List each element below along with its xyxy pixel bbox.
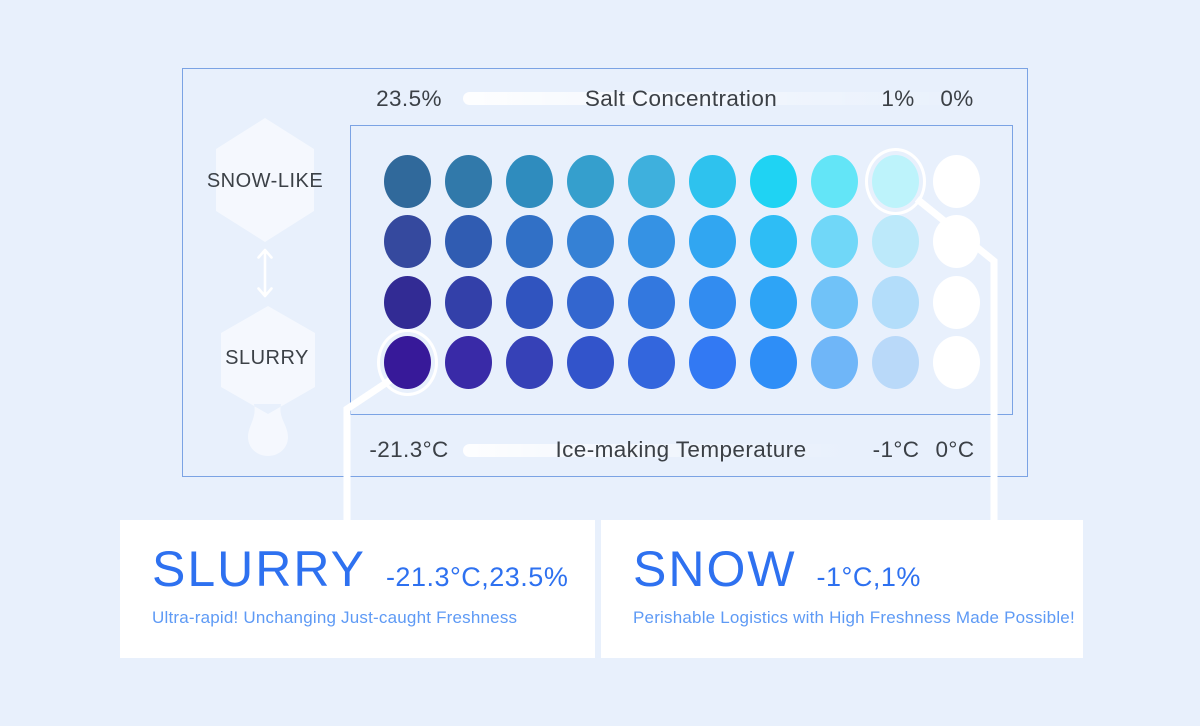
grid-dot-r4c7	[750, 336, 797, 389]
grid-dot-r3c5	[628, 276, 675, 329]
slurry-card-title: SLURRY	[152, 541, 366, 597]
melting-hexagon-icon	[221, 306, 315, 456]
grid-dot-r2c6	[689, 215, 736, 268]
grid-dot-r1c8	[811, 155, 858, 208]
grid-dot-r3c2	[445, 276, 492, 329]
slurry-card: SLURRY -21.3°C,23.5% Ultra-rapid! Unchan…	[120, 520, 595, 658]
salt-tick-low: 23.5%	[376, 86, 442, 111]
slurry-card-description: Ultra-rapid! Unchanging Just-caught Fres…	[152, 608, 518, 627]
grid-dot-r2c8	[811, 215, 858, 268]
grid-dot-r1c5	[628, 155, 675, 208]
grid-frame	[350, 125, 1013, 415]
snow-like-hexagon-icon	[216, 118, 314, 242]
temp-tick-low: -21.3°C	[369, 437, 449, 462]
salt-tick-high: 0%	[940, 86, 974, 111]
grid-dot-r3c3	[506, 276, 553, 329]
grid-dot-r3c1	[384, 276, 431, 329]
grid-dot-r4c10	[933, 336, 980, 389]
grid-dot-r2c4	[567, 215, 614, 268]
grid-dot-r2c1	[384, 215, 431, 268]
grid-dot-r2c7	[750, 215, 797, 268]
grid-dot-r1c3	[506, 155, 553, 208]
grid-dot-r2c2	[445, 215, 492, 268]
temp-axis-band	[463, 444, 863, 457]
slurry-connector-line	[343, 376, 394, 523]
temp-axis-title: Ice-making Temperature	[555, 437, 807, 462]
grid-dot-r3c7	[750, 276, 797, 329]
grid-dot-r1c2	[445, 155, 492, 208]
salt-axis-title: Salt Concentration	[584, 86, 778, 111]
grid-dot-r1c6	[689, 155, 736, 208]
snow-card-description: Perishable Logistics with High Freshness…	[633, 608, 1075, 627]
grid-dot-r4c6	[689, 336, 736, 389]
grid-dot-r1c7	[750, 155, 797, 208]
grid-dot-r2c10	[933, 215, 980, 268]
grid-dot-r4c8	[811, 336, 858, 389]
grid-dot-r1c1	[384, 155, 431, 208]
grid-dot-r3c6	[689, 276, 736, 329]
salt-axis-band	[463, 92, 1008, 105]
outer-frame	[182, 68, 1028, 477]
grid-dot-r3c9	[872, 276, 919, 329]
grid-dot-r2c3	[506, 215, 553, 268]
grid-dot-r4c2	[445, 336, 492, 389]
grid-dot-r4c4	[567, 336, 614, 389]
snow-like-row-label: SNOW-LIKE	[206, 170, 324, 192]
salt-tick-mid: 1%	[881, 86, 915, 111]
highlight-ring-snow	[865, 148, 926, 215]
slurry-row-label: SLURRY	[225, 347, 309, 369]
grid-dot-r3c4	[567, 276, 614, 329]
grid-dot-r1c10	[933, 155, 980, 208]
grid-dot-r1c4	[567, 155, 614, 208]
temp-tick-high: 0°C	[935, 437, 975, 462]
grid-dot-r3c8	[811, 276, 858, 329]
grid-dot-r4c9	[872, 336, 919, 389]
temp-tick-mid: -1°C	[872, 437, 920, 462]
updown-arrow-icon	[257, 248, 273, 298]
snow-card-title: SNOW	[633, 541, 797, 597]
grid-dot-r2c5	[628, 215, 675, 268]
snow-card-value: -1°C,1%	[816, 562, 921, 592]
slurry-card-value: -21.3°C,23.5%	[385, 562, 569, 592]
grid-dot-r4c5	[628, 336, 675, 389]
grid-dot-r3c10	[933, 276, 980, 329]
grid-dot-r2c9	[872, 215, 919, 268]
grid-dot-r4c3	[506, 336, 553, 389]
snow-card: SNOW -1°C,1% Perishable Logistics with H…	[601, 520, 1083, 658]
highlight-ring-slurry	[377, 329, 438, 396]
